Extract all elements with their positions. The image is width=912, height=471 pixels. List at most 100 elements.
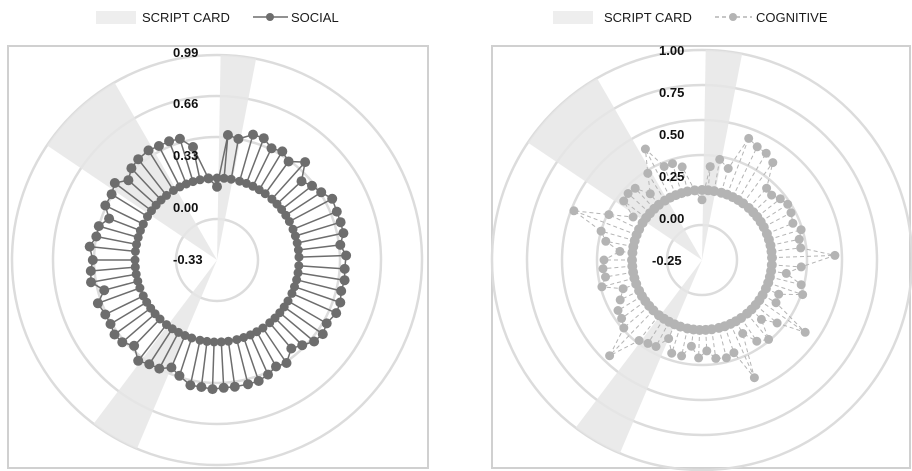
social-data-point	[109, 329, 120, 340]
cognitive-data-point	[775, 194, 785, 204]
cognitive-stem	[770, 238, 800, 246]
social-data-point	[106, 189, 117, 200]
social-data-point	[296, 176, 307, 187]
social-stem	[291, 292, 337, 314]
social-base-marker	[226, 174, 236, 184]
social-data-point	[100, 200, 111, 211]
social-plot-frame	[7, 45, 429, 469]
social-data-point	[277, 146, 288, 157]
social-data-point	[84, 241, 95, 252]
social-data-point	[93, 221, 104, 232]
social-stem	[292, 210, 338, 230]
social-stem	[96, 235, 137, 246]
social-stem	[230, 138, 240, 180]
cognitive-stem	[718, 327, 727, 358]
social-stem	[189, 340, 201, 386]
cognitive-stem	[600, 230, 635, 242]
cognitive-data-point	[618, 284, 628, 294]
cognitive-stem	[634, 187, 655, 210]
cognitive-stem	[698, 329, 701, 358]
cognitive-grid-ring	[595, 153, 809, 367]
social-base-marker	[133, 276, 143, 286]
social-data-point	[253, 376, 264, 386]
social-base-marker	[292, 238, 302, 248]
cognitive-data-point	[598, 264, 608, 274]
social-stem	[114, 307, 152, 336]
cognitive-stem	[647, 173, 666, 201]
cognitive-legend-marker	[729, 13, 737, 21]
social-data-point	[271, 361, 281, 372]
social-stem	[90, 273, 137, 283]
social-stem	[179, 138, 194, 182]
social-stem	[245, 137, 265, 184]
social-tick-label: 0.00	[173, 200, 198, 215]
social-data-point	[133, 154, 144, 165]
social-base-marker	[239, 333, 249, 342]
social-series-line	[88, 133, 347, 390]
cognitive-stem	[609, 310, 654, 357]
social-stem	[90, 266, 136, 272]
social-data-point	[154, 363, 165, 374]
social-data-point	[263, 369, 273, 380]
social-base-marker	[287, 288, 297, 298]
cognitive-tick-label: -0.25	[652, 253, 682, 268]
social-data-point	[91, 231, 102, 242]
cognitive-data-point	[715, 154, 725, 164]
social-base-marker	[232, 335, 242, 345]
social-base-marker	[135, 283, 145, 293]
cognitive-stem	[621, 300, 646, 319]
cognitive-data-point	[774, 289, 784, 299]
social-stem	[289, 198, 333, 223]
social-data-point	[335, 297, 346, 308]
social-data-point	[105, 319, 116, 329]
social-legend: SCRIPT CARD SOCIAL	[96, 10, 339, 25]
social-stem	[297, 272, 345, 281]
social-base-marker	[294, 252, 304, 262]
social-grid-ring	[10, 53, 424, 467]
social-stem	[298, 264, 345, 270]
cognitive-data-point	[597, 282, 607, 292]
social-data-point	[85, 266, 96, 276]
social-stem	[294, 285, 341, 304]
social-data-point	[266, 143, 277, 154]
social-base-marker	[195, 335, 205, 345]
cognitive-data-point	[697, 195, 707, 205]
cognitive-stem	[671, 326, 681, 354]
social-stem	[297, 232, 344, 244]
cognitive-stem	[601, 277, 635, 288]
social-data-point	[188, 142, 198, 152]
cognitive-data-point	[640, 144, 650, 154]
cognitive-data-point	[786, 208, 796, 218]
social-data-point	[336, 286, 347, 296]
social-data-point	[300, 157, 311, 168]
cognitive-stem	[681, 328, 688, 357]
social-data-point	[164, 136, 175, 147]
cognitive-data-point	[628, 212, 638, 222]
cognitive-data-point	[738, 329, 748, 338]
social-base-marker	[130, 246, 140, 256]
cognitive-stem	[742, 162, 774, 204]
cognitive-data-point	[615, 295, 625, 305]
social-grid-ring	[174, 217, 260, 303]
cognitive-data-point	[630, 183, 640, 193]
cognitive-data-point	[800, 327, 810, 337]
social-data-point	[129, 340, 140, 351]
social-data-point	[126, 163, 137, 174]
social-chart: SCRIPT CARD SOCIAL 0.99 0.66 0.33 0.00 -…	[7, 10, 429, 469]
cognitive-stem	[730, 323, 755, 378]
social-data-point	[212, 181, 222, 192]
social-stem	[168, 141, 187, 185]
script-card-legend-label: SCRIPT CARD	[604, 10, 692, 25]
cognitive-data-point	[762, 183, 772, 193]
social-base-marker	[294, 261, 304, 271]
social-stem	[264, 161, 290, 195]
social-data-point	[248, 129, 258, 140]
cognitive-stem	[647, 318, 665, 344]
social-stem	[108, 217, 141, 232]
social-data-point	[99, 285, 110, 296]
social-data-point	[335, 239, 346, 250]
social-stem	[158, 332, 180, 369]
social-base-marker	[216, 337, 226, 347]
cognitive-stem	[771, 247, 801, 252]
cognitive-data-point	[619, 196, 629, 206]
